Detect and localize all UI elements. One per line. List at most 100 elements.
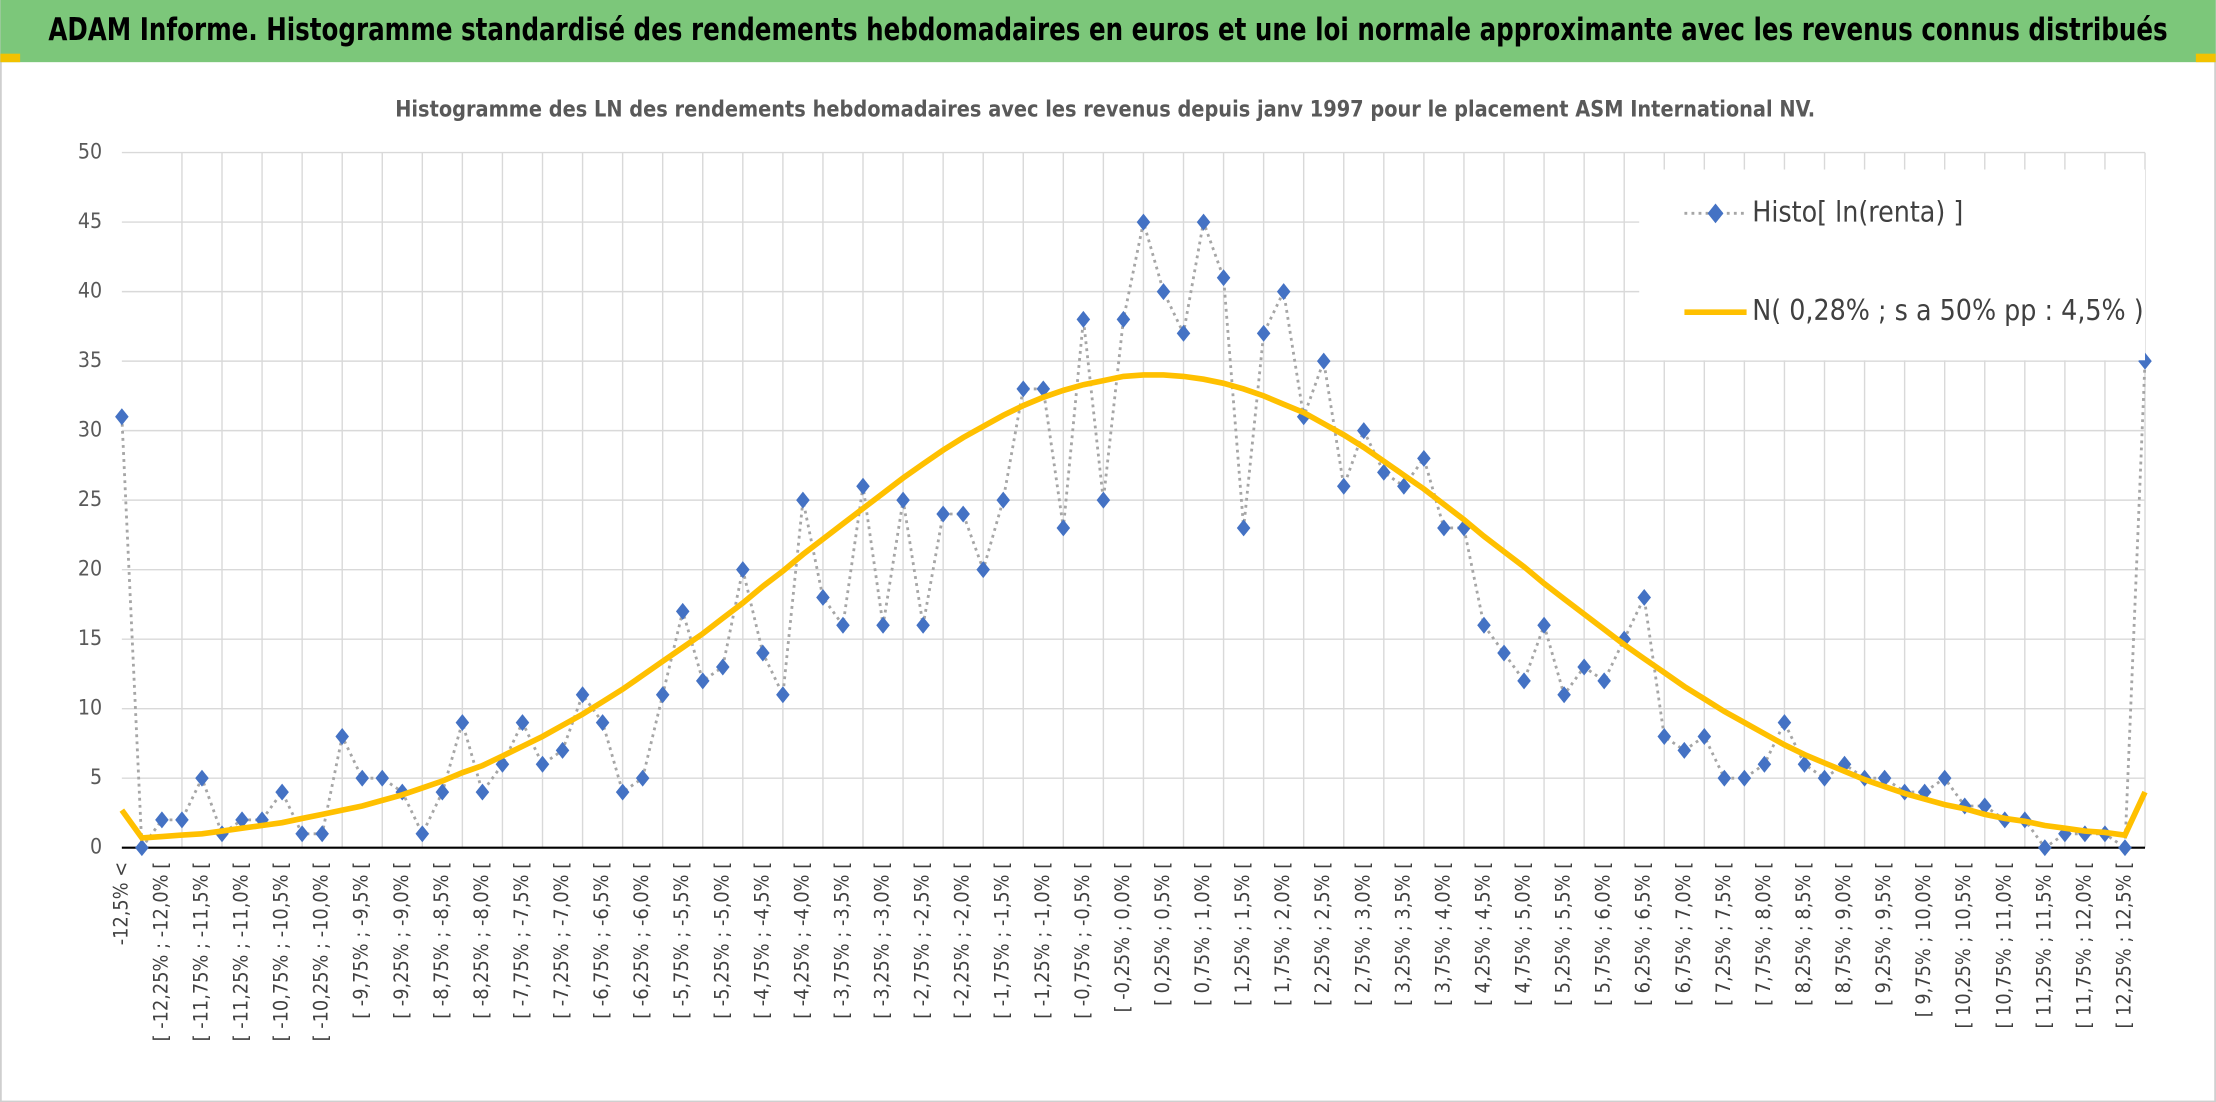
x-tick-label: [ -9,25% ; -9,0% [ xyxy=(390,862,413,1019)
diamond-marker xyxy=(195,769,209,787)
x-tick-label: [ 3,25% ; 3,5% [ xyxy=(1391,862,1414,1006)
series-line xyxy=(120,216,2147,852)
x-tick-label: [ -11,25% ; -11,0% [ xyxy=(230,862,253,1042)
diamond-marker xyxy=(1497,644,1511,662)
diamond-marker xyxy=(275,783,289,801)
diamond-marker xyxy=(435,783,450,801)
x-tick-label: [ -11,75% ; -11,5% [ xyxy=(189,862,212,1042)
x-tick-label: [ -2,25% ; -2,0% [ xyxy=(951,862,974,1019)
diamond-marker xyxy=(756,644,770,662)
x-tick-label: [ -1,25% ; -1,0% [ xyxy=(1031,862,1054,1019)
diamond-marker xyxy=(936,505,950,523)
y-tick-label: 20 xyxy=(78,556,102,581)
diamond-marker xyxy=(515,714,530,732)
x-tick-label: [ -6,75% ; -6,5% [ xyxy=(590,862,613,1019)
x-tick-label: [ 2,25% ; 2,5% [ xyxy=(1311,862,1334,1006)
x-tick-label: [ -8,25% ; -8,0% [ xyxy=(470,862,493,1019)
diamond-marker xyxy=(155,811,169,829)
y-tick-label: 10 xyxy=(78,695,102,720)
diamond-marker xyxy=(1076,310,1091,328)
diamond-marker xyxy=(1637,588,1652,606)
diamond-marker xyxy=(2118,839,2132,857)
x-tick-label: [ 0,75% ; 1,0% [ xyxy=(1191,862,1214,1006)
x-tick-label: [ 5,25% ; 5,5% [ xyxy=(1552,862,1575,1006)
diamond-marker xyxy=(535,755,550,773)
diamond-marker xyxy=(635,769,650,787)
x-tick-label: [ 9,25% ; 9,5% [ xyxy=(1872,862,1895,1006)
diamond-marker xyxy=(836,616,850,634)
x-tick-label: [ 6,25% ; 6,5% [ xyxy=(1632,862,1655,1006)
x-tick-label: [ -8,75% ; -8,5% [ xyxy=(430,862,453,1019)
diamond-marker xyxy=(1216,269,1231,287)
diamond-marker xyxy=(475,783,490,801)
x-tick-label: [ 10,75% ; 11,0% [ xyxy=(1992,862,2015,1029)
x-tick-label: [ 7,25% ; 7,5% [ xyxy=(1712,862,1735,1006)
diamond-marker xyxy=(1557,686,1571,704)
x-tick-label: [ 6,75% ; 7,0% [ xyxy=(1672,862,1695,1006)
diamond-marker xyxy=(135,839,149,857)
chart-title: Histogramme des LN des rendements hebdom… xyxy=(395,97,1815,123)
header-title: ADAM Informe. Histogramme standardisé de… xyxy=(48,12,2167,48)
diamond-marker xyxy=(1196,213,1211,231)
x-tick-label: [ -4,75% ; -4,5% [ xyxy=(750,862,773,1019)
x-tick-label: [ -3,25% ; -3,0% [ xyxy=(871,862,894,1019)
x-tick-label: [ -9,75% ; -9,5% [ xyxy=(350,862,373,1019)
diamond-marker xyxy=(1156,283,1171,301)
x-tick-label: [ -4,25% ; -4,0% [ xyxy=(790,862,813,1019)
x-tick-label: [ 3,75% ; 4,0% [ xyxy=(1431,862,1454,1006)
diamond-marker xyxy=(1316,352,1331,370)
diamond-marker xyxy=(1397,477,1411,495)
x-tick-label: [ 11,75% ; 12,0% [ xyxy=(2072,862,2095,1029)
y-tick-label: 15 xyxy=(78,625,102,650)
x-tick-label: [ 12,25% ; 12,5% [ xyxy=(2112,862,2135,1029)
diamond-marker xyxy=(375,769,390,787)
legend-box xyxy=(1639,169,2146,361)
x-tick-label: [ 1,75% ; 2,0% [ xyxy=(1271,862,1294,1006)
diamond-marker xyxy=(1677,741,1692,759)
x-tick-label: [ -5,75% ; -5,5% [ xyxy=(670,862,693,1019)
x-tick-label: [ -7,75% ; -7,5% [ xyxy=(510,862,533,1019)
diamond-marker xyxy=(976,561,990,579)
legend-label: N( 0,28% ; s a 50% pp : 4,5% ) xyxy=(1752,294,2143,327)
diamond-marker xyxy=(555,741,570,759)
x-tick-label: [ -3,75% ; -3,5% [ xyxy=(830,862,853,1019)
diamond-marker xyxy=(1537,616,1551,634)
y-tick-label: 35 xyxy=(78,347,102,372)
x-tick-label: [ 1,25% ; 1,5% [ xyxy=(1231,862,1254,1006)
x-tick-label: -12,5% < xyxy=(109,862,132,945)
diamond-marker xyxy=(615,783,630,801)
diamond-marker xyxy=(675,602,690,620)
x-tick-label: [ 4,75% ; 5,0% [ xyxy=(1512,862,1535,1006)
diamond-marker xyxy=(1136,213,1151,231)
y-tick-label: 40 xyxy=(78,278,102,303)
diamond-marker xyxy=(1777,714,1792,732)
x-tick-label: [ -0,75% ; -0,5% [ xyxy=(1071,862,1094,1019)
y-tick-label: 5 xyxy=(90,764,102,789)
diamond-marker xyxy=(1116,310,1131,328)
diamond-marker xyxy=(716,658,730,676)
y-tick-label: 30 xyxy=(78,417,102,442)
x-tick-label: [ -12,25% ; -12,0% [ xyxy=(149,862,172,1042)
x-tick-label: [ -7,25% ; -7,0% [ xyxy=(550,862,573,1019)
diamond-marker xyxy=(2038,839,2052,857)
x-tick-label: [ -5,25% ; -5,0% [ xyxy=(710,862,733,1019)
corner xyxy=(0,53,21,63)
diamond-marker xyxy=(876,616,890,634)
diamond-marker xyxy=(956,505,970,523)
y-tick-label: 25 xyxy=(78,486,102,511)
x-tick-label: [ -6,25% ; -6,0% [ xyxy=(630,862,653,1019)
diamond-marker xyxy=(1477,616,1491,634)
diamond-marker xyxy=(595,714,610,732)
x-tick-label: [ 8,25% ; 8,5% [ xyxy=(1792,862,1815,1006)
x-tick-label: [ 2,75% ; 3,0% [ xyxy=(1351,862,1374,1006)
diamond-marker xyxy=(175,811,189,829)
x-tick-label: [ 10,25% ; 10,5% [ xyxy=(1952,862,1975,1029)
diamond-marker xyxy=(1036,380,1051,398)
x-tick-label: [ 0,25% ; 0,5% [ xyxy=(1151,862,1174,1006)
series-line xyxy=(119,372,2148,841)
diamond-marker xyxy=(1336,477,1351,495)
diamond-marker xyxy=(455,714,470,732)
diamond-marker xyxy=(1377,463,1391,481)
header-band xyxy=(0,0,2216,63)
